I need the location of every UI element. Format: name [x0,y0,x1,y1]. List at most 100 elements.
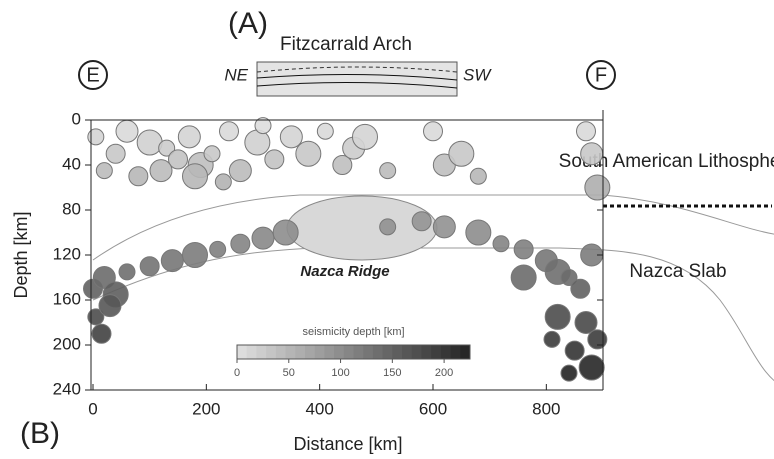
quake [251,226,275,250]
quake [115,119,139,143]
y-tick-label: 120 [53,244,81,263]
quake [182,163,208,190]
quake [544,303,571,330]
colorbar-cell [460,345,471,359]
colorbar-tick-label: 100 [331,367,349,379]
marker-circle [586,60,616,90]
quake [228,159,252,183]
inset-line [256,81,458,89]
quake [177,125,201,149]
colorbar-cell [295,345,306,359]
colorbar-cell [440,345,452,359]
quake [543,330,561,348]
quake [379,162,397,180]
panel-a-title: Fitzcarrald Arch [280,34,412,55]
quake [584,174,611,201]
colorbar-cell [285,345,296,359]
quake [98,294,122,318]
colorbar-cell [343,345,354,359]
quake [560,364,578,382]
inset-profile [256,61,458,97]
quake [379,218,397,236]
quake [128,166,149,187]
x-tick-label: 200 [192,399,220,418]
colorbar-cell [266,345,277,359]
quake [136,129,163,156]
colorbar-tick-label: 200 [435,367,453,379]
quake [203,145,221,163]
quake [570,278,591,299]
quake [149,159,173,183]
quake [272,219,299,246]
quake [214,173,232,191]
colorbar-cell [363,345,374,359]
colorbar-frame [236,344,471,360]
colorbar-cell [402,345,413,359]
inset-line [256,66,458,73]
colorbar-cell [353,345,364,359]
quake [492,235,510,253]
quake [168,149,188,170]
colorbar-cell [237,345,248,359]
quake [432,215,456,239]
quake [316,122,334,140]
quake [182,242,208,268]
colorbar-tick-label: 0 [234,367,240,379]
x-tick-label: 400 [305,399,333,418]
slab-label: Nazca Slab [629,261,726,282]
colorbar-cell [275,345,287,359]
quake [580,142,604,166]
panel-b-label: (B) [20,417,60,450]
quake [95,162,113,180]
colorbar-cell [334,345,345,359]
quake [91,323,112,344]
y-tick-label: 40 [62,154,81,173]
quake [332,155,353,175]
quake [576,121,596,142]
quake [160,249,184,273]
quake [244,129,271,156]
quake [219,121,239,142]
left-marker: E [86,64,99,86]
left-end-label: NE [224,65,248,84]
quake [254,117,272,135]
quake [465,219,492,246]
y-tick-label: 0 [72,109,81,128]
quake [423,121,443,142]
colorbar-tick-label: 150 [383,367,401,379]
colorbar-cell [392,345,403,359]
y-axis-label: Depth [km] [11,211,31,298]
quake [560,269,578,286]
quake [513,239,534,260]
quake [87,128,105,146]
quake [574,311,598,334]
colorbar-cell [450,345,461,359]
quake [469,167,487,185]
ridge-label: Nazca Ridge [300,263,389,280]
slab-top [92,194,774,261]
lithosphere-label: South American Lithosphere [559,151,774,172]
colorbar-cell [372,345,384,359]
quake [587,329,608,350]
quake [295,140,322,167]
quake [352,123,378,150]
colorbar-tick-label: 50 [283,367,295,379]
x-tick-label: 600 [419,399,447,418]
colorbar-cell [314,345,325,359]
quake [578,354,605,381]
y-tick-label: 240 [53,379,81,398]
quake [230,233,251,254]
quake [411,211,432,232]
y-tick-label: 80 [62,199,81,218]
right-end-label: SW [463,65,492,84]
quake [139,256,160,277]
quake [158,139,176,157]
marker-circle [78,60,108,90]
colorbar: seismicity depth [km] 0 50 100 150 200 [229,325,478,385]
quake [87,308,105,326]
colorbar-cell [246,345,257,359]
colorbar-cell [421,345,432,359]
panel-a-label: (A) [228,7,268,40]
colorbar-cell [256,345,267,359]
